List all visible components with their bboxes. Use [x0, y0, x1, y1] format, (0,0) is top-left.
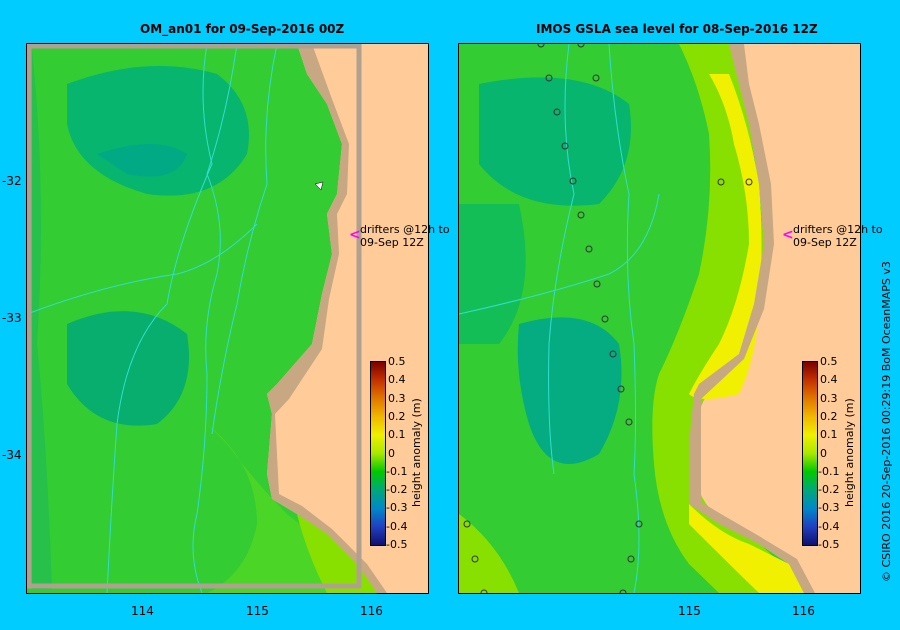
left-colorbar	[370, 361, 386, 546]
colorbar-tick-label: -0.5	[386, 538, 408, 551]
colorbar-tick-label: 0.4	[388, 373, 406, 387]
colorbar-tick-label: -0.1	[386, 464, 408, 478]
left-drifter-note: drifters @12h to 09-Sep 12Z	[360, 223, 450, 249]
right-drifter-note-line2: 09-Sep 12Z	[793, 236, 857, 249]
colorbar-tick-label: 0	[820, 446, 827, 460]
right-anomaly-high	[689, 74, 762, 399]
right-panel-title: IMOS GSLA sea level for 08-Sep-2016 12Z	[536, 22, 818, 36]
colorbar-tick-label: 0.2	[388, 409, 406, 423]
right-drifter-note-line1: drifters @12h to	[793, 223, 883, 236]
right-drifter-arrow-icon: <	[782, 227, 794, 243]
colorbar-tick-label: -0.5	[818, 538, 840, 551]
lon-label-left-116: 116	[360, 604, 383, 618]
lon-label-right-115: 115	[678, 604, 701, 618]
colorbar-tick-label: 0.5	[388, 355, 406, 368]
colorbar-tick-label: -0.3	[386, 501, 408, 515]
lat-label-34: -34	[2, 448, 22, 462]
left-drifter-arrow-icon: <	[349, 227, 361, 243]
left-drifter-note-line2: 09-Sep 12Z	[360, 236, 424, 249]
colorbar-tick-label: -0.2	[818, 483, 840, 497]
right-map	[459, 44, 815, 593]
right-drifter-note: drifters @12h to 09-Sep 12Z	[793, 223, 883, 249]
colorbar-tick-label: 0.1	[820, 428, 838, 442]
left-anomaly-low-south	[67, 311, 189, 426]
colorbar-tick-label: -0.4	[818, 519, 840, 533]
colorbar-tick-label: -0.1	[818, 464, 840, 478]
drifter-markers	[463, 44, 753, 593]
left-map-panel	[26, 43, 429, 594]
left-colorbar-label: height anomaly (m)	[410, 398, 423, 507]
right-map-panel	[458, 43, 861, 594]
right-coastline	[689, 44, 815, 593]
credit-text: © CSIRO 2016 20-Sep-2016 00:29:19 BoM Oc…	[880, 261, 893, 582]
lon-label-left-115: 115	[246, 604, 269, 618]
colorbar-tick-label: 0.3	[388, 391, 406, 405]
colorbar-tick-label: -0.4	[386, 519, 408, 533]
right-colorbar	[802, 361, 818, 546]
colorbar-tick-label: 0.1	[388, 428, 406, 442]
lat-label-33: -33	[2, 311, 22, 325]
colorbar-tick-label: 0.2	[820, 409, 838, 423]
lon-label-right-116: 116	[792, 604, 815, 618]
colorbar-tick-label: 0	[388, 446, 395, 460]
lon-label-left-114: 114	[131, 604, 154, 618]
left-drifter-note-line1: drifters @12h to	[360, 223, 450, 236]
colorbar-tick-label: 0.3	[820, 391, 838, 405]
right-anomaly-low	[517, 317, 622, 464]
right-colorbar-label: height anomaly (m)	[843, 398, 856, 507]
left-panel-title: OM_an01 for 09-Sep-2016 00Z	[140, 22, 345, 36]
lat-label-32: -32	[2, 174, 22, 188]
colorbar-tick-label: 0.5	[820, 355, 838, 368]
colorbar-tick-label: -0.2	[386, 483, 408, 497]
colorbar-tick-label: -0.3	[818, 501, 840, 515]
colorbar-tick-label: 0.4	[820, 373, 838, 387]
left-map	[27, 44, 387, 593]
